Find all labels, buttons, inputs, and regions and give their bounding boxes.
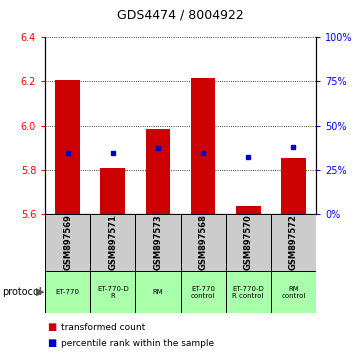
Bar xyxy=(90,214,135,271)
Bar xyxy=(226,271,271,313)
Text: GSM897573: GSM897573 xyxy=(153,215,162,270)
Text: GSM897569: GSM897569 xyxy=(63,215,72,270)
Bar xyxy=(100,168,125,214)
Text: ■: ■ xyxy=(47,338,56,348)
Text: protocol: protocol xyxy=(2,287,42,297)
Text: transformed count: transformed count xyxy=(61,323,145,332)
Bar xyxy=(191,78,216,214)
Text: ET-770
control: ET-770 control xyxy=(191,286,215,298)
Bar xyxy=(45,271,90,313)
Text: RM: RM xyxy=(153,289,163,295)
Bar xyxy=(45,214,90,271)
Text: ET-770-D
R control: ET-770-D R control xyxy=(232,286,264,298)
Bar xyxy=(145,129,170,214)
Bar xyxy=(226,214,271,271)
Bar xyxy=(135,214,180,271)
Text: GSM897568: GSM897568 xyxy=(199,215,208,270)
Bar xyxy=(90,271,135,313)
Text: ▶: ▶ xyxy=(36,287,45,297)
Text: GSM897572: GSM897572 xyxy=(289,215,298,270)
Bar xyxy=(271,271,316,313)
Bar xyxy=(135,271,180,313)
Text: GDS4474 / 8004922: GDS4474 / 8004922 xyxy=(117,9,244,22)
Bar xyxy=(180,214,226,271)
Bar xyxy=(271,214,316,271)
Bar xyxy=(236,206,261,214)
Text: percentile rank within the sample: percentile rank within the sample xyxy=(61,339,214,348)
Text: GSM897571: GSM897571 xyxy=(108,215,117,270)
Text: ■: ■ xyxy=(47,322,56,332)
Bar xyxy=(180,271,226,313)
Bar xyxy=(281,158,306,214)
Text: RM
control: RM control xyxy=(281,286,305,298)
Text: GSM897570: GSM897570 xyxy=(244,215,253,270)
Text: ET-770: ET-770 xyxy=(56,289,80,295)
Text: ET-770-D
R: ET-770-D R xyxy=(97,286,129,298)
Bar xyxy=(55,80,80,214)
